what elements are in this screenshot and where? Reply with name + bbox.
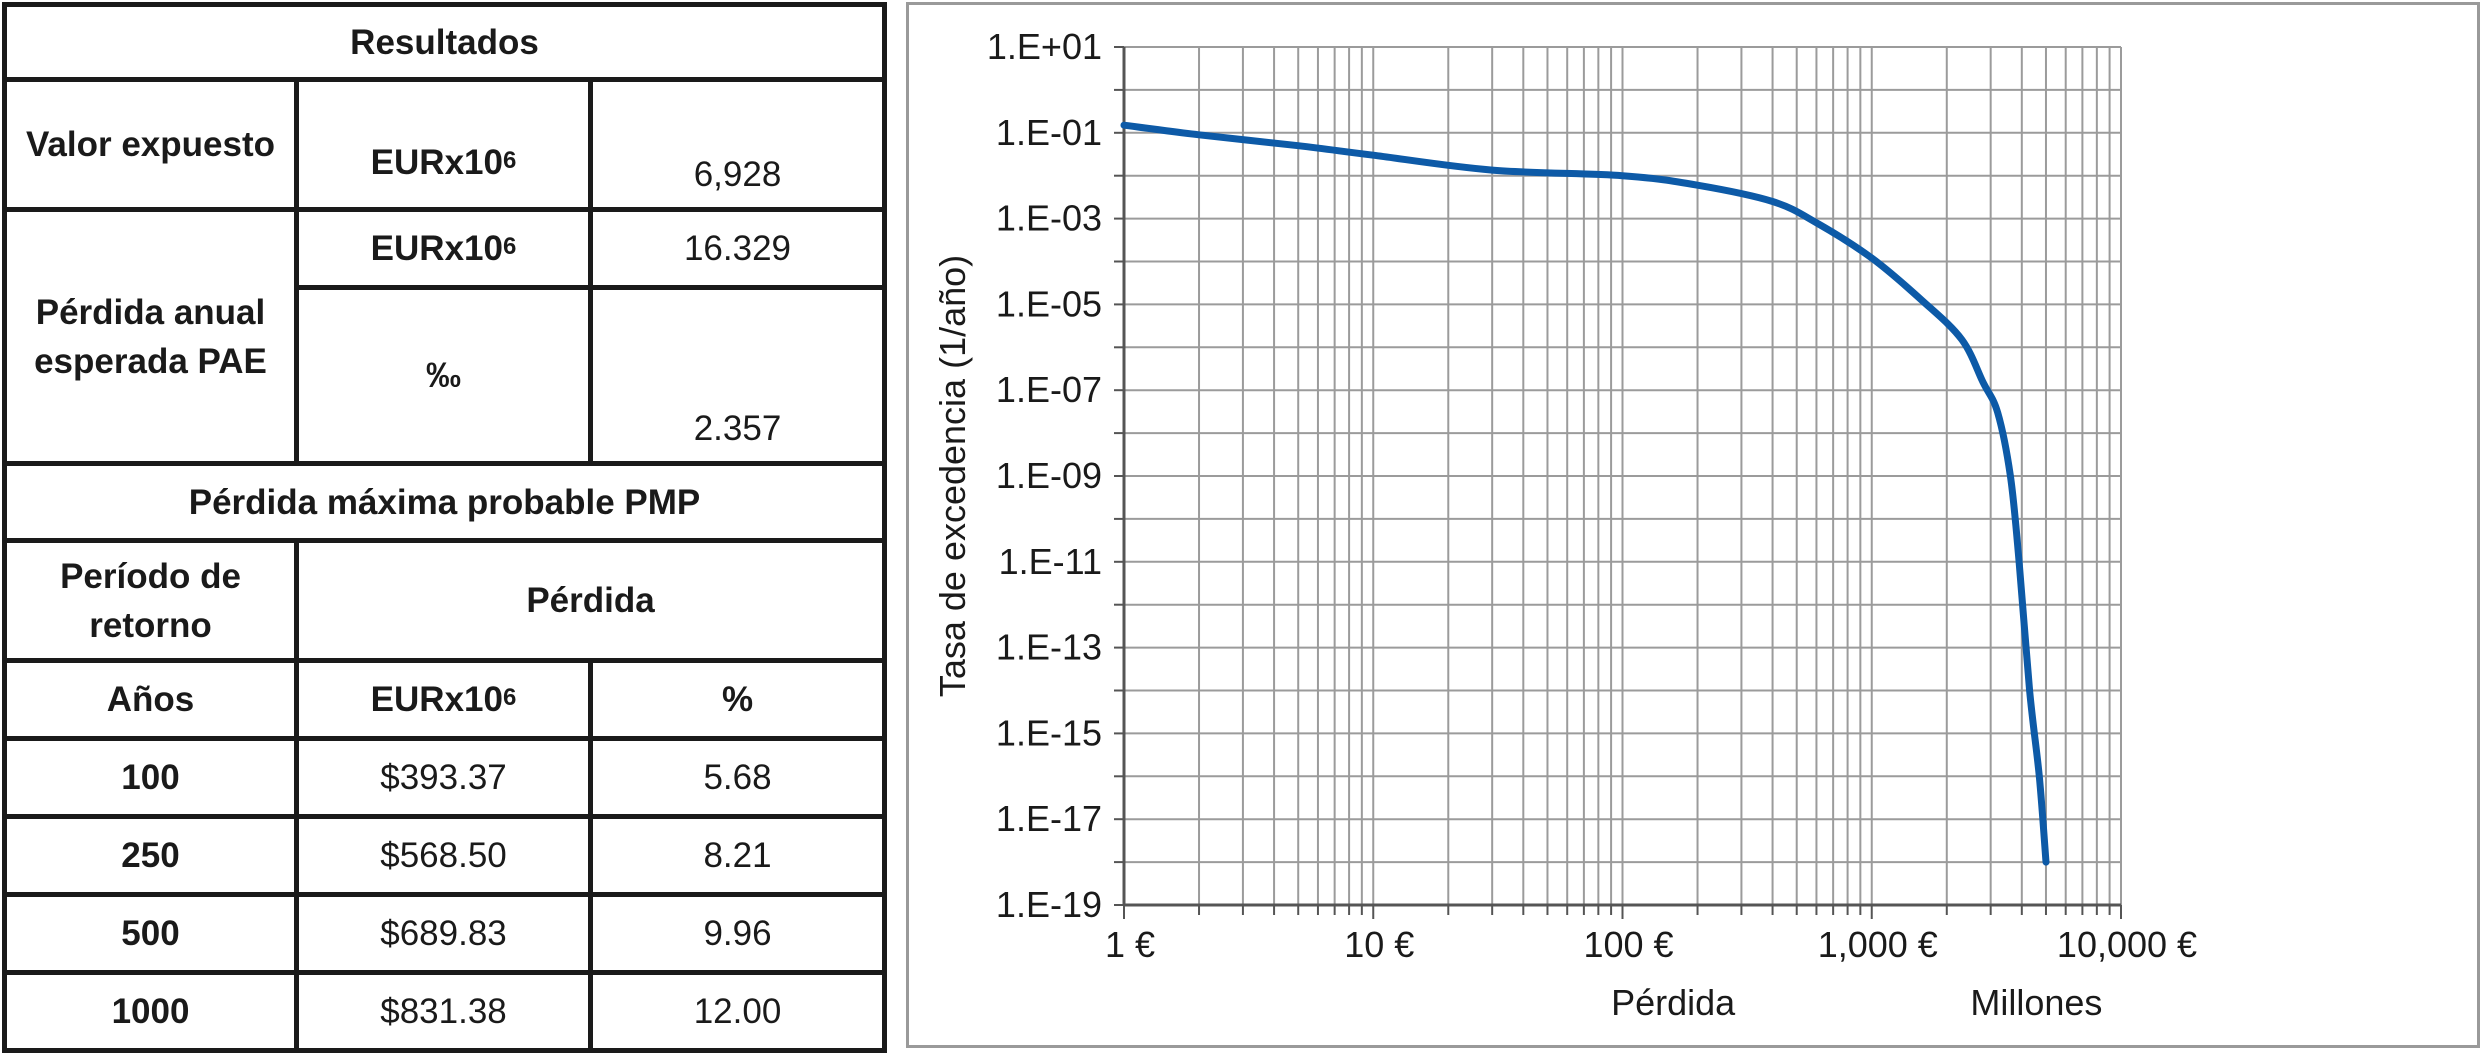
chart-canvas: 1.E+01 1.E-01 1.E-03 1.E-05 1.E-07 1.E-09 1.E-… [932, 26, 2197, 1023]
row-loss: $393.37 [294, 736, 593, 819]
exposed-unit: EURx106 [294, 77, 593, 212]
row-years: 1000 [2, 970, 299, 1053]
y-tick-label: 1.E-11 [999, 541, 1102, 582]
return-period-label: Período de retorno [2, 538, 299, 663]
pae-permille-value: 2.357 [587, 285, 888, 466]
row-pct: 12.00 [587, 970, 888, 1053]
pmp-title: Pérdida máxima probable PMP [1, 461, 888, 543]
exposed-value: 6,928 [587, 77, 888, 212]
row-years: 500 [2, 892, 299, 975]
years-label: Años [2, 658, 299, 741]
table-row: 100 $393.37 5.68 [2, 736, 888, 819]
y-tick-label: 1.E-17 [996, 798, 1102, 839]
pmp-unit: EURx106 [294, 658, 593, 741]
x-tick-label: 10 € [1344, 924, 1414, 965]
row-years: 250 [2, 814, 299, 897]
y-axis-label: Tasa de excedencia (1/año) [932, 255, 973, 697]
loss-exceedance-chart: 1.E+01 1.E-01 1.E-03 1.E-05 1.E-07 1.E-09 1.E-… [906, 2, 2480, 1048]
y-tick-label: 1.E-05 [996, 283, 1102, 324]
y-tick-label: 1.E-15 [996, 712, 1102, 753]
x-axis-label: Pérdida [1611, 982, 1736, 1023]
y-tick-label: 1.E+01 [987, 26, 1102, 67]
y-tick-label: 1.E-09 [996, 455, 1102, 496]
x-tick-label: 10,000 € [2057, 924, 2197, 965]
row-years: 100 [2, 736, 299, 819]
row-loss: $831.38 [294, 970, 593, 1053]
table-row: 1000 $831.38 12.00 [2, 970, 888, 1053]
y-tick-label: 1.E-19 [996, 884, 1102, 925]
row-loss: $689.83 [294, 892, 593, 975]
row-pct: 9.96 [587, 892, 888, 975]
x-tick-label: 1,000 € [1818, 924, 1938, 965]
table-title: Resultados [1, 2, 888, 82]
chart-ticks [1114, 46, 2122, 919]
row-pct: 5.68 [587, 736, 888, 819]
pae-unit: EURx106 [294, 207, 593, 290]
y-tick-label: 1.E-01 [996, 112, 1102, 153]
x-tick-label: 1 € [1105, 924, 1155, 965]
y-tick-label: 1.E-03 [996, 198, 1102, 239]
pae-permille-unit: ‰ [294, 285, 593, 466]
y-tick-labels: 1.E+01 1.E-01 1.E-03 1.E-05 1.E-07 1.E-09 1.E-… [987, 26, 1102, 925]
y-tick-label: 1.E-07 [996, 369, 1102, 410]
x-axis-units-label: Millones [1970, 982, 2102, 1023]
table-row: 250 $568.50 8.21 [2, 814, 888, 897]
pae-label: Pérdida anual esperada PAE [2, 207, 299, 466]
series-layer [1120, 121, 2050, 866]
x-tick-label: 100 € [1583, 924, 1673, 965]
x-tick-labels: 1 € 10 € 100 € 1,000 € 10,000 € [1105, 924, 2197, 965]
pct-label: % [587, 658, 888, 741]
row-pct: 8.21 [587, 814, 888, 897]
row-loss: $568.50 [294, 814, 593, 897]
table-row: 500 $689.83 9.96 [2, 892, 888, 975]
results-table: Resultados Valor expuesto EURx106 6,928 … [1, 2, 888, 1053]
y-tick-label: 1.E-13 [996, 627, 1102, 668]
series-line [1120, 121, 2050, 866]
exposed-value-label: Valor expuesto [2, 77, 299, 212]
pae-value: 16.329 [587, 207, 888, 290]
loss-label: Pérdida [293, 538, 888, 663]
